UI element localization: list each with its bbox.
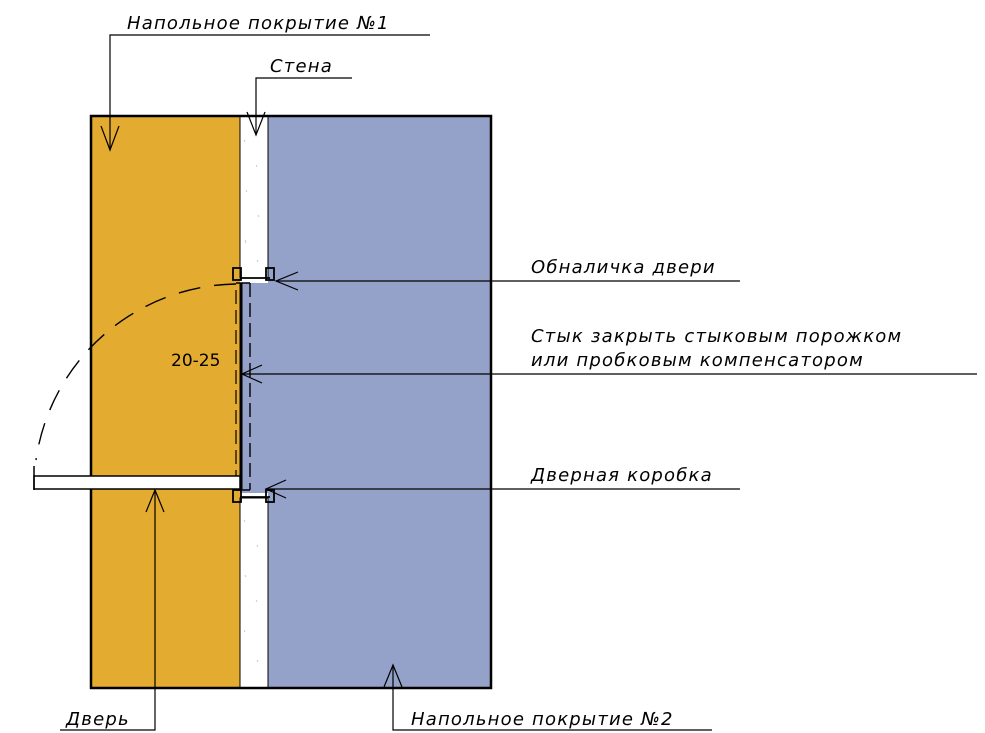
- door-swing-arc: [35, 283, 237, 461]
- floor2-arrow: [383, 663, 403, 688]
- door-leaf: [33, 475, 241, 490]
- joint-label-line2: или пробковым компенсатором: [531, 350, 864, 371]
- door-frame-label: Дверная коробка: [530, 465, 713, 486]
- door-arrow: [145, 488, 165, 513]
- joint-arrow: [240, 364, 263, 384]
- joint-gap-dimension: 20-25: [171, 351, 220, 371]
- floor2-label: Напольное покрытие №2: [411, 709, 674, 730]
- wall-leader: [255, 77, 352, 135]
- wall-lower: [239, 497, 269, 689]
- floor1-label: Напольное покрытие №1: [127, 13, 390, 34]
- door-label: Дверь: [65, 709, 130, 730]
- floor-covering-2: [268, 116, 491, 688]
- floor-covering-1: [91, 116, 240, 688]
- casing-label: Обналичка двери: [531, 257, 716, 278]
- wall-upper: [239, 115, 269, 279]
- wall-arrow: [246, 111, 266, 137]
- wall-hatch: [243, 139, 260, 663]
- wall-label: Стена: [270, 56, 333, 77]
- joint-label-line1: Стык закрыть стыковым порожком: [531, 326, 902, 347]
- floor2-leader: [392, 665, 712, 731]
- door-casing: [232, 267, 275, 503]
- door-frame-arrow: [264, 479, 287, 499]
- floor-covering-2-opening: [240, 283, 270, 493]
- drawing-outline: [89, 114, 493, 690]
- door-frame: [235, 282, 251, 491]
- floor1-arrow: [100, 125, 120, 152]
- casing-arrow: [274, 271, 299, 291]
- floor1-leader: [109, 34, 430, 150]
- door-leader: [60, 490, 156, 731]
